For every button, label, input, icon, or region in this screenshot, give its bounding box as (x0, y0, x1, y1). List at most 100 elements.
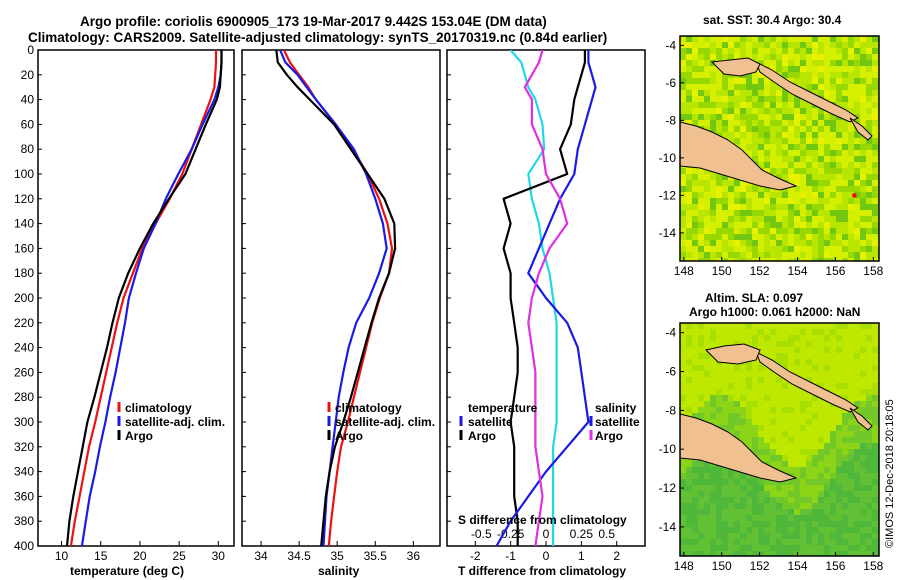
map-cell (782, 341, 788, 347)
map-cell (692, 222, 698, 228)
map-cell (788, 234, 794, 240)
map-cell (710, 216, 716, 222)
map-cell (680, 258, 686, 261)
map-cell (818, 455, 824, 461)
map-cell (782, 521, 788, 527)
map-cell (764, 527, 770, 533)
map-cell (806, 138, 812, 144)
map-cell (818, 533, 824, 539)
map-cell (758, 497, 764, 503)
map-cell (740, 497, 746, 503)
map-cell (698, 246, 704, 252)
map-cell (800, 210, 806, 216)
map-cell (770, 389, 776, 395)
map-cell (818, 473, 824, 479)
map-cell (836, 168, 842, 174)
map-cell (764, 395, 770, 401)
map-cell (746, 84, 752, 90)
map-cell (776, 437, 782, 443)
map-cell (716, 252, 722, 258)
map-cell (812, 509, 818, 515)
map-cell (818, 407, 824, 413)
map-cell (830, 545, 836, 551)
map-cell (776, 527, 782, 533)
map-cell (824, 407, 830, 413)
map-cell (848, 437, 854, 443)
s-diff-tick-label: -0.5 (471, 527, 492, 541)
map-cell (836, 162, 842, 168)
map-cell (872, 84, 878, 90)
map-cell (704, 371, 710, 377)
map-cell (782, 246, 788, 252)
map-cell (698, 353, 704, 359)
map-cell (800, 551, 806, 556)
map-cell (752, 246, 758, 252)
map-cell (728, 473, 734, 479)
land-new-guinea-east (680, 413, 798, 483)
map-cell (818, 48, 824, 54)
map-cell (854, 246, 860, 252)
lon-tick-label: 158 (863, 264, 883, 278)
map-cell (710, 383, 716, 389)
map-cell (812, 449, 818, 455)
map-cell (746, 437, 752, 443)
map-cell (866, 377, 872, 383)
map-cell (746, 216, 752, 222)
map-cell (770, 246, 776, 252)
map-cell (776, 491, 782, 497)
lon-tick-label: 154 (787, 264, 807, 278)
map-cell (800, 192, 806, 198)
map-cell (692, 120, 698, 126)
map-cell (812, 90, 818, 96)
map-cell (836, 216, 842, 222)
map-cell (788, 527, 794, 533)
map-cell (800, 162, 806, 168)
map-cell (710, 54, 716, 60)
sst-map-frame (679, 35, 880, 262)
map-cell (872, 461, 878, 467)
map-cell (800, 527, 806, 533)
map-cell (746, 341, 752, 347)
map-cell (782, 365, 788, 371)
map-cell (776, 120, 782, 126)
map-cell (698, 198, 704, 204)
map-cell (794, 60, 800, 66)
map-cell (740, 258, 746, 261)
map-cell (842, 467, 848, 473)
map-cell (758, 551, 764, 556)
map-cell (860, 222, 866, 228)
map-cell (776, 144, 782, 150)
map-cell (794, 347, 800, 353)
map-cell (716, 491, 722, 497)
map-cell (776, 425, 782, 431)
map-cell (854, 341, 860, 347)
map-cell (842, 162, 848, 168)
map-cell (824, 377, 830, 383)
map-cell (722, 539, 728, 545)
map-cell (866, 437, 872, 443)
map-cell (746, 425, 752, 431)
map-cell (788, 222, 794, 228)
map-cell (794, 323, 800, 329)
map-cell (848, 162, 854, 168)
map-cell (842, 479, 848, 485)
map-cell (782, 222, 788, 228)
map-cell (746, 389, 752, 395)
map-cell (704, 527, 710, 533)
map-cell (740, 114, 746, 120)
map-cell (800, 407, 806, 413)
map-cell (764, 491, 770, 497)
map-cell (722, 485, 728, 491)
depth-tick-label: 20 (21, 68, 35, 82)
map-cell (710, 503, 716, 509)
map-cell (746, 96, 752, 102)
map-cell (680, 521, 686, 527)
map-cell (722, 192, 728, 198)
map-cell (728, 383, 734, 389)
map-cell (698, 551, 704, 556)
map-cell (776, 234, 782, 240)
map-cell (836, 222, 842, 228)
map-cell (770, 479, 776, 485)
map-cell (806, 222, 812, 228)
map-cell (854, 503, 860, 509)
